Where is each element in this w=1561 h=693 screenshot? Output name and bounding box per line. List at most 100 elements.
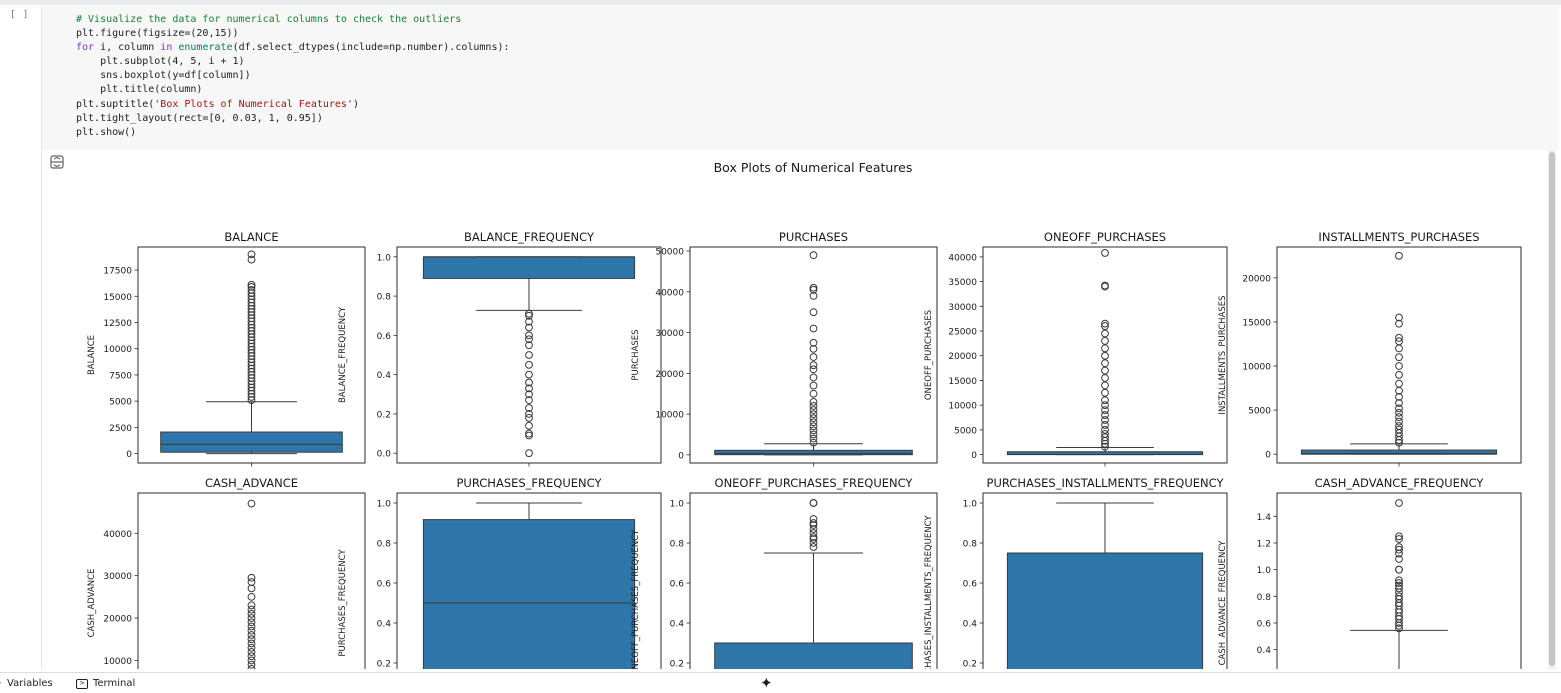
outlier-point — [525, 421, 533, 430]
y-tick-label: 0.8 — [963, 540, 978, 550]
outlier-point — [525, 431, 533, 440]
outlier-point — [809, 353, 818, 361]
code-editor[interactable]: # Visualize the data for numerical colum… — [76, 13, 510, 140]
y-tick-label: 10000 — [103, 345, 132, 355]
outlier-point — [1101, 351, 1109, 360]
outlier-point — [247, 352, 256, 360]
outlier-point — [1395, 337, 1403, 346]
y-tick-label: 1.4 — [1257, 513, 1272, 523]
outlier-point — [1101, 442, 1109, 451]
top-divider — [0, 0, 1561, 5]
outlier-point — [1395, 576, 1403, 585]
outlier-point — [809, 285, 818, 294]
box-balance-frequency — [422, 256, 636, 279]
outlier-point — [525, 396, 533, 405]
outlier-point — [247, 326, 256, 335]
outlier-point — [1395, 404, 1403, 413]
y-tick-label: 0.4 — [377, 371, 392, 381]
outlier-point — [247, 601, 256, 610]
outlier-point — [809, 543, 818, 551]
outlier-point — [1395, 581, 1403, 590]
outlier-point — [247, 367, 256, 376]
outlier-point — [247, 618, 256, 627]
outlier-point — [247, 339, 256, 348]
outlier-point — [1101, 429, 1109, 438]
code-cell[interactable] — [41, 6, 1559, 150]
outlier-point — [247, 371, 256, 379]
outlier-point — [247, 349, 256, 357]
outlier-point — [525, 311, 533, 320]
terminal-icon: > — [76, 678, 88, 689]
subplot-title-oneoff-purchases-frequency: ONEOFF_PURCHASES_FREQUENCY — [715, 476, 914, 490]
output-toggle-icon[interactable] — [49, 154, 65, 170]
y-tick-label: 1.0 — [377, 253, 392, 263]
sparkle-icon[interactable]: ✦ — [760, 674, 773, 692]
y-tick-label: 0.8 — [1257, 593, 1272, 603]
box-balance — [160, 431, 343, 453]
y-tick-label: 1.0 — [1257, 566, 1272, 576]
outlier-point — [1101, 433, 1109, 442]
outlier-point — [809, 430, 818, 439]
variables-button[interactable]: } Variables — [0, 678, 53, 689]
outlier-point — [247, 330, 256, 338]
y-tick-label: 30000 — [103, 572, 132, 582]
outlier-point — [809, 519, 818, 527]
outlier-point — [1101, 411, 1109, 419]
terminal-label: Terminal — [93, 678, 136, 689]
code-builtin: enumerate — [178, 42, 233, 54]
axes-frame-cash-advance — [137, 492, 366, 669]
outlier-point — [247, 499, 256, 508]
outlier-point — [247, 255, 256, 264]
y-tick-label: 0.4 — [963, 620, 978, 630]
outlier-point — [247, 622, 256, 631]
y-tick-label: 7500 — [109, 371, 132, 381]
subplot-title-cash-advance: CASH_ADVANCE — [205, 476, 298, 490]
outlier-point — [1395, 588, 1403, 597]
y-tick-label: 0 — [678, 451, 684, 461]
y-tick-label: 0.6 — [670, 580, 685, 590]
code-line: plt.figure(figsize=(20,15)) — [76, 28, 239, 40]
axes-frame-purchases-frequency — [396, 492, 662, 669]
outlier-point — [1395, 370, 1403, 379]
outlier-point — [247, 292, 256, 301]
y-axis-label-installments-purchases: INSTALLMENTS_PURCHASES — [1218, 295, 1228, 414]
outlier-point — [247, 311, 256, 320]
outlier-point — [247, 250, 256, 259]
box-oneoff-purchases-frequency — [714, 642, 913, 669]
outlier-point — [247, 317, 256, 326]
outlier-point — [247, 383, 256, 392]
outlier-point — [247, 289, 256, 298]
outlier-point — [247, 573, 256, 582]
outlier-point — [809, 438, 818, 447]
outlier-point — [809, 521, 818, 529]
subplot-title-purchases-frequency: PURCHASES_FREQUENCY — [457, 476, 603, 490]
outlier-point — [1101, 344, 1109, 353]
y-tick-label: 0.6 — [377, 580, 392, 590]
outlier-point — [525, 384, 533, 393]
y-axis-label-oneoff-purchases-frequency: ONEOFF_PURCHASES_FREQUENCY — [631, 529, 641, 669]
cell-run-indicator[interactable]: [ ] — [10, 10, 30, 20]
outlier-point — [809, 373, 818, 382]
outlier-point — [247, 282, 256, 291]
y-tick-label: 1.0 — [670, 500, 685, 510]
outlier-point — [247, 386, 256, 395]
outlier-point — [1395, 344, 1403, 353]
outlier-point — [247, 605, 256, 614]
outlier-point — [1395, 413, 1403, 422]
outlier-point — [247, 380, 256, 389]
outlier-point — [247, 609, 256, 618]
outlier-point — [1395, 422, 1403, 430]
outlier-point — [809, 515, 818, 523]
y-tick-label: 0.2 — [963, 660, 977, 670]
outlier-point — [525, 413, 533, 422]
box-purchases — [714, 449, 913, 456]
outlier-point — [525, 360, 533, 369]
code-line: ) — [352, 98, 359, 110]
scrollbar-thumb[interactable] — [1549, 152, 1555, 666]
outlier-point — [247, 333, 256, 342]
terminal-button[interactable]: > Terminal — [76, 678, 135, 689]
axes-frame-oneoff-purchases-frequency — [689, 492, 938, 669]
outlier-point — [1395, 408, 1403, 417]
outlier-point — [809, 426, 818, 435]
outlier-point — [1101, 421, 1109, 429]
